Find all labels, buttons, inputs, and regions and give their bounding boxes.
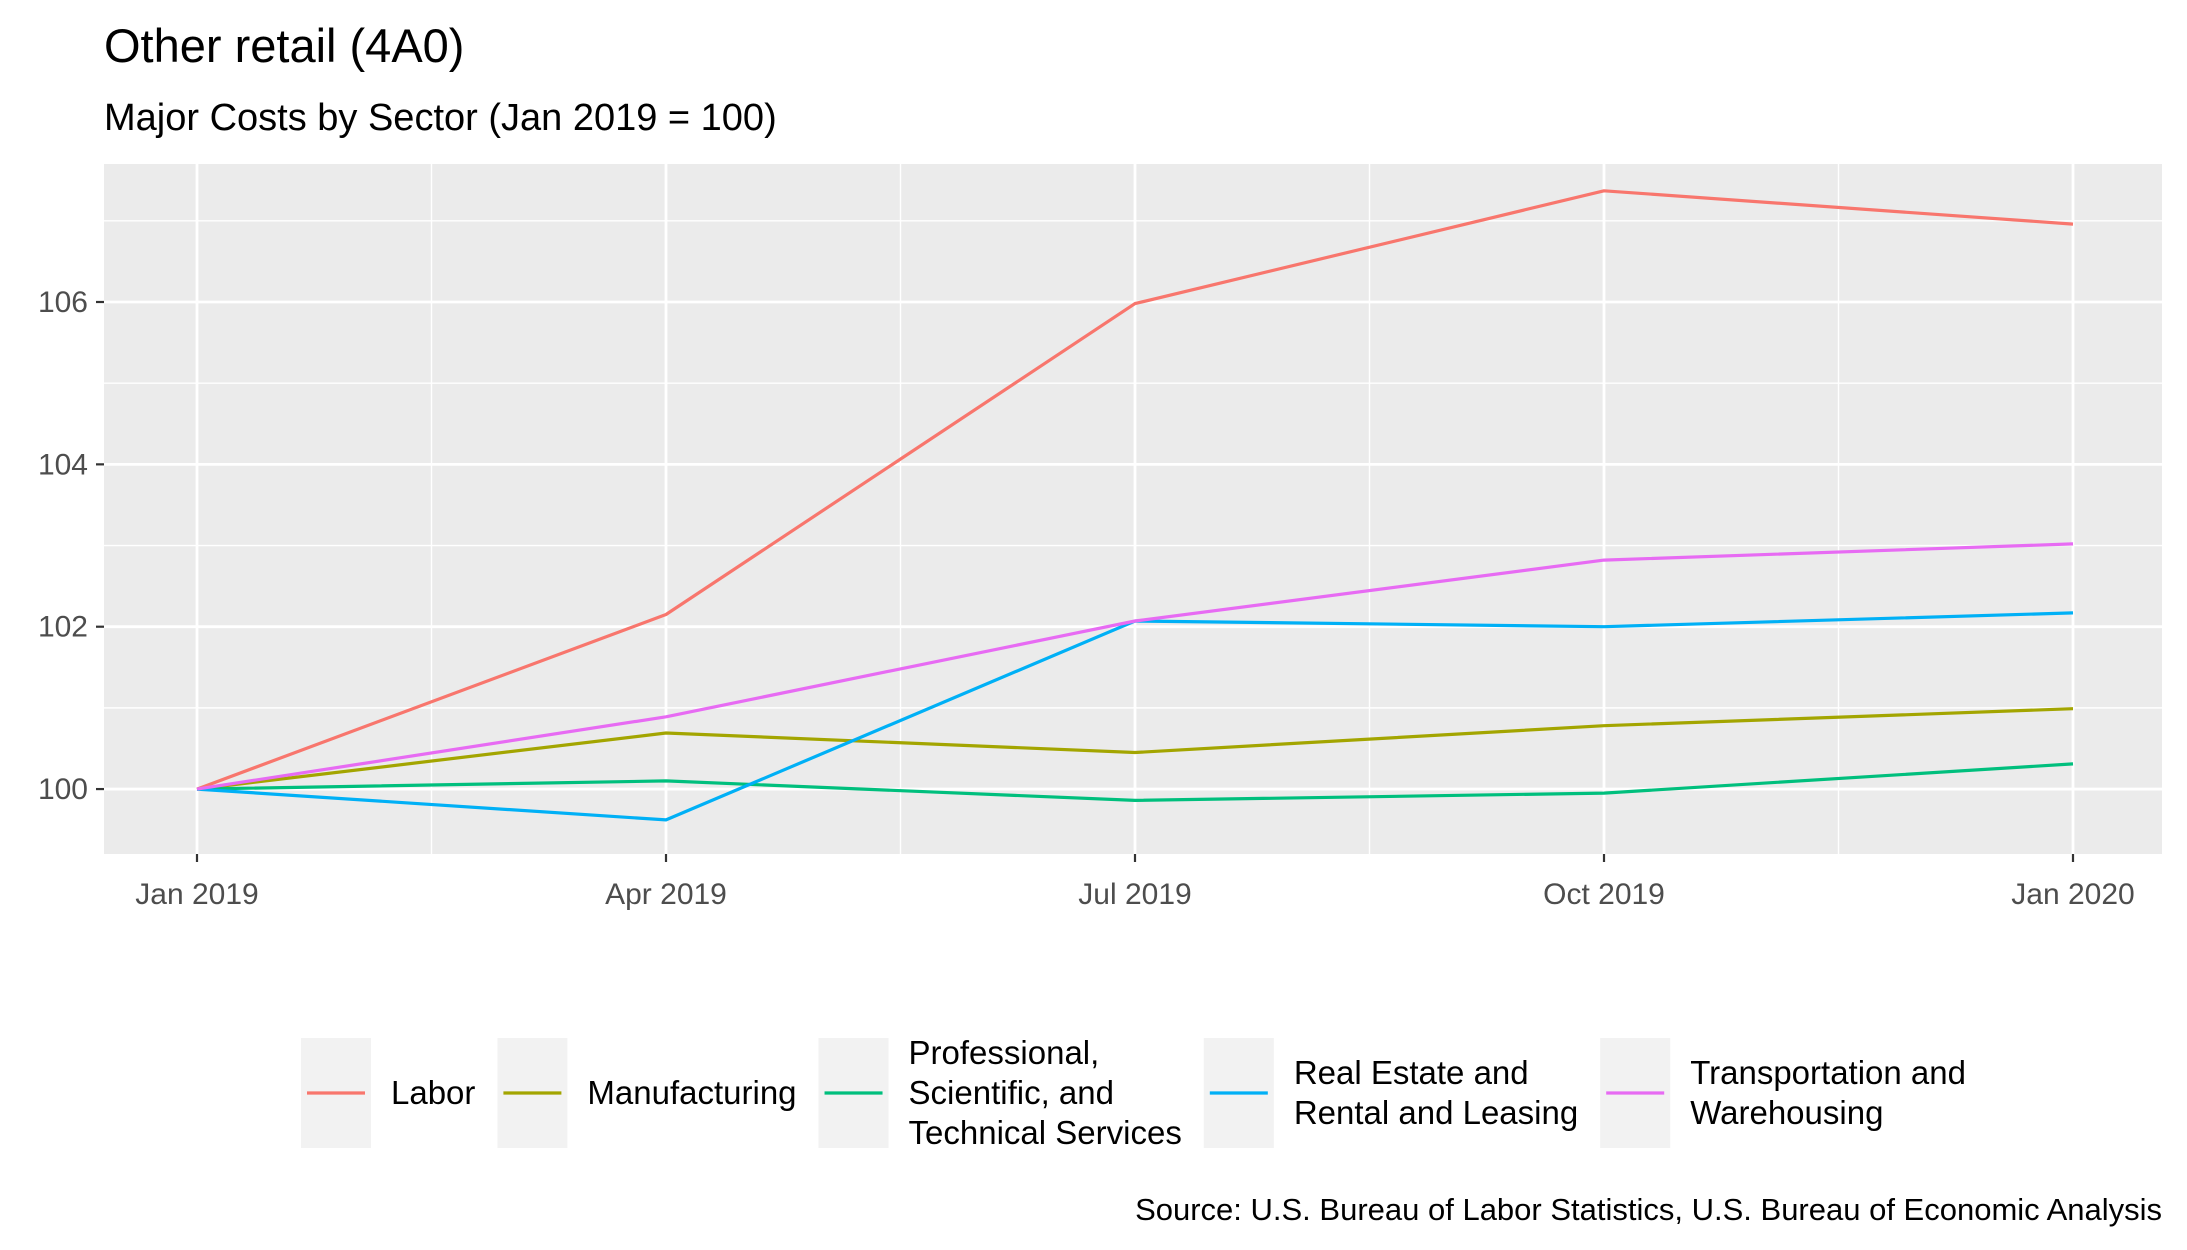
grid-major	[104, 164, 2162, 854]
legend-label: Professional,	[909, 1034, 1100, 1071]
chart-title: Other retail (4A0)	[104, 19, 464, 72]
grid-minor	[104, 164, 2162, 854]
y-axis: 100 102 104 106	[38, 286, 104, 806]
y-tick-label: 100	[38, 773, 88, 806]
x-tick-label: Jan 2020	[2011, 878, 2134, 911]
series-line-manufacturing	[196, 707, 2074, 791]
series-lines	[196, 189, 2074, 822]
legend-label: Scientific, and	[909, 1074, 1114, 1111]
legend-item-labor: Labor	[301, 1038, 475, 1148]
legend-label: Rental and Leasing	[1294, 1094, 1578, 1131]
legend-item-manufacturing: Manufacturing	[497, 1038, 797, 1148]
legend-label: Manufacturing	[587, 1074, 796, 1111]
legend-label: Real Estate and	[1294, 1054, 1529, 1091]
series-line-professional-scientific-and-technical-services	[196, 762, 2074, 803]
series-line-labor	[196, 189, 2074, 791]
y-tick-label: 102	[38, 611, 88, 644]
x-axis: Jan 2019 Apr 2019 Jul 2019 Oct 2019 Jan 2020	[135, 854, 2135, 911]
legend: Labor Manufacturing Professional,Scientifi…	[301, 1034, 1966, 1151]
plot-panel	[104, 164, 2162, 854]
legend-label: Labor	[391, 1074, 475, 1111]
x-tick-label: Apr 2019	[605, 878, 727, 911]
chart-caption: Source: U.S. Bureau of Labor Statistics,…	[1135, 1192, 2162, 1227]
chart-subtitle: Major Costs by Sector (Jan 2019 = 100)	[104, 97, 777, 139]
y-tick-label: 106	[38, 286, 88, 319]
y-tick-label: 104	[38, 448, 88, 481]
legend-label: Technical Services	[909, 1114, 1182, 1151]
series-line-transportation-and-warehousing	[196, 542, 2074, 791]
x-tick-label: Oct 2019	[1543, 878, 1665, 911]
legend-label: Warehousing	[1690, 1094, 1883, 1131]
x-tick-label: Jan 2019	[135, 878, 258, 911]
x-tick-label: Jul 2019	[1078, 878, 1191, 911]
legend-label: Transportation and	[1690, 1054, 1966, 1091]
